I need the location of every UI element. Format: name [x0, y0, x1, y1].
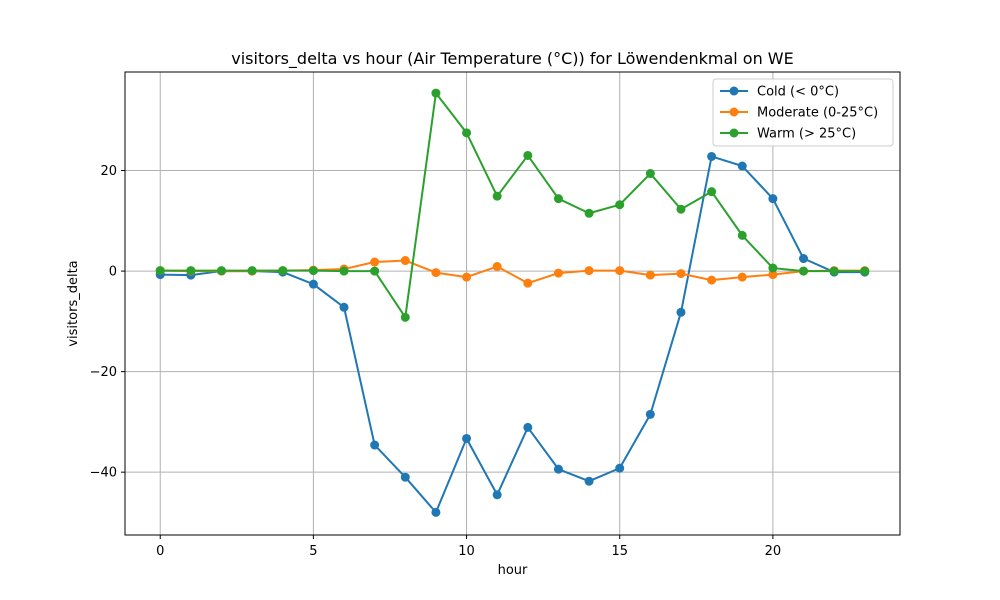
data-point: [584, 266, 594, 276]
data-point: [584, 476, 594, 486]
ticks: 0 5 10 15 20 −40 −20 0 20: [90, 164, 782, 559]
legend-label: Warm (> 25°C): [757, 127, 856, 142]
legend-marker: [729, 86, 739, 96]
data-point: [523, 150, 533, 160]
data-point: [768, 194, 778, 204]
chart-title: visitors_delta vs hour (Air Temperature …: [231, 49, 793, 69]
x-tick-label: 0: [156, 544, 164, 559]
series-layer: [155, 88, 870, 517]
data-point: [707, 151, 717, 161]
data-point: [737, 230, 747, 240]
data-point: [737, 272, 747, 282]
data-point: [492, 490, 502, 500]
legend-marker: [729, 128, 739, 138]
data-point: [339, 302, 349, 312]
data-point: [615, 200, 625, 210]
x-tick-label: 15: [611, 544, 628, 559]
data-point: [829, 266, 839, 276]
data-point: [645, 169, 655, 179]
y-axis-label: visitors_delta: [66, 260, 81, 346]
data-point: [615, 266, 625, 276]
data-point: [339, 266, 349, 276]
data-point: [860, 266, 870, 276]
data-point: [492, 191, 502, 201]
data-point: [370, 266, 380, 276]
data-point: [400, 312, 410, 322]
data-point: [216, 266, 226, 276]
data-point: [523, 278, 533, 288]
data-point: [278, 266, 288, 276]
data-point: [553, 464, 563, 474]
data-point: [799, 266, 809, 276]
data-point: [615, 463, 625, 473]
x-axis-label: hour: [498, 563, 528, 578]
data-point: [768, 263, 778, 273]
data-point: [462, 433, 472, 443]
data-point: [799, 254, 809, 264]
data-point: [523, 422, 533, 432]
x-tick-label: 20: [765, 544, 782, 559]
data-point: [676, 307, 686, 317]
legend-label: Moderate (0-25°C): [757, 106, 878, 121]
data-point: [707, 187, 717, 197]
data-point: [400, 472, 410, 482]
data-point: [645, 270, 655, 280]
data-point: [462, 128, 472, 138]
legend-box: [712, 78, 894, 147]
data-point: [707, 275, 717, 285]
y-tick-label: 20: [100, 164, 117, 179]
data-point: [370, 440, 380, 450]
legend-label: Cold (< 0°C): [757, 85, 839, 100]
data-point: [645, 409, 655, 419]
data-point: [247, 266, 257, 276]
data-point: [308, 266, 318, 276]
x-tick-label: 10: [458, 544, 475, 559]
data-point: [553, 268, 563, 278]
data-point: [584, 208, 594, 218]
data-point: [676, 269, 686, 279]
data-point: [492, 262, 502, 272]
y-tick-label: −40: [90, 466, 117, 481]
data-point: [462, 272, 472, 282]
data-point: [768, 270, 778, 280]
plot-frame: [124, 71, 901, 536]
data-point: [676, 204, 686, 214]
y-tick-label: −20: [90, 365, 117, 380]
data-point: [155, 266, 165, 276]
data-point: [553, 194, 563, 204]
data-point: [737, 161, 747, 171]
data-point: [308, 279, 318, 289]
data-point: [431, 507, 441, 517]
data-point: [400, 256, 410, 266]
series-line: [160, 155, 865, 514]
y-tick-label: 0: [109, 265, 117, 280]
x-tick-label: 5: [309, 544, 317, 559]
data-point: [431, 268, 441, 278]
series-2: [155, 88, 870, 322]
legend-marker: [729, 107, 739, 117]
legend: Cold (< 0°C) Moderate (0-25°C) Warm (> 25°…: [712, 78, 894, 147]
series-line: [160, 92, 865, 319]
data-point: [431, 88, 441, 98]
data-point: [370, 257, 380, 267]
data-point: [186, 266, 196, 276]
